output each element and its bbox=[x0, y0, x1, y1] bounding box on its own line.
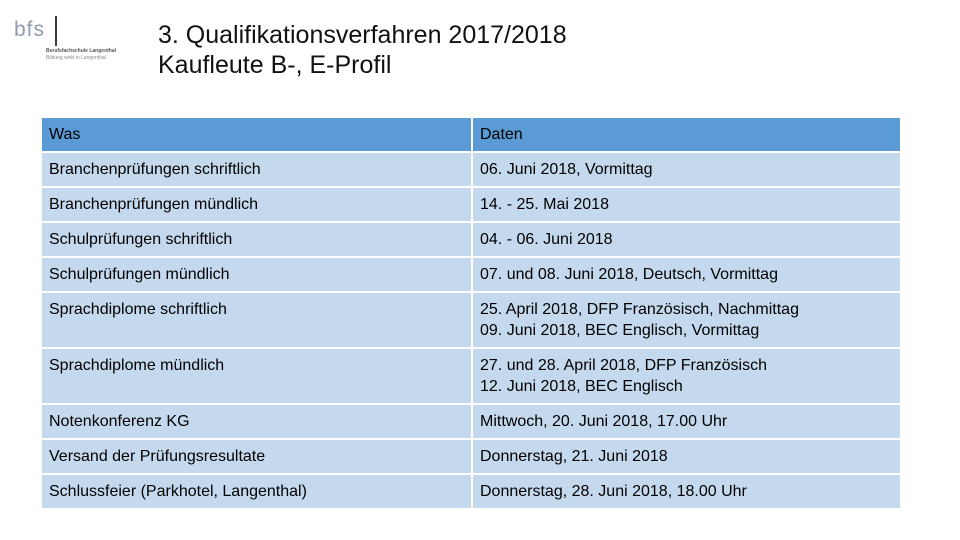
daten-line: Donnerstag, 21. Juni 2018 bbox=[480, 448, 668, 465]
cell-was: Schulprüfungen schriftlich bbox=[40, 221, 473, 258]
cell-daten: 27. und 28. April 2018, DFP Französisch 1… bbox=[471, 347, 902, 405]
table-row: Schulprüfungen mündlich 07. und 08. Juni … bbox=[40, 256, 902, 293]
cell-daten: 04. - 06. Juni 2018 bbox=[471, 221, 902, 258]
cell-was: Branchenprüfungen schriftlich bbox=[40, 151, 473, 188]
cell-daten: Donnerstag, 21. Juni 2018 bbox=[471, 438, 902, 475]
logo-subtitle-1: Berufsfachschule Langenthal bbox=[46, 48, 117, 54]
logo-divider bbox=[55, 16, 57, 46]
daten-line: 14. - 25. Mai 2018 bbox=[480, 196, 609, 213]
table-row: Schulprüfungen schriftlich 04. - 06. Juni… bbox=[40, 221, 902, 258]
cell-was: Sprachdiplome mündlich bbox=[40, 347, 473, 405]
table-header-row: Was Daten bbox=[40, 116, 902, 153]
table-row: Versand der Prüfungsresultate Donnerstag,… bbox=[40, 438, 902, 475]
daten-line: 12. Juni 2018, BEC Englisch bbox=[480, 378, 683, 395]
cell-daten: 07. und 08. Juni 2018, Deutsch, Vormitta… bbox=[471, 256, 902, 293]
logo-wordmark: bfs bbox=[14, 18, 46, 41]
daten-line: 09. Juni 2018, BEC Englisch, Vormittag bbox=[480, 322, 760, 339]
cell-daten: Donnerstag, 28. Juni 2018, 18.00 Uhr bbox=[471, 473, 902, 510]
table-row: Branchenprüfungen schriftlich 06. Juni 20… bbox=[40, 151, 902, 188]
cell-daten: Mittwoch, 20. Juni 2018, 17.00 Uhr bbox=[471, 403, 902, 440]
logo-subtitle-2: Bildung wirkt in Langenthal bbox=[46, 55, 106, 61]
cell-daten: 25. April 2018, DFP Französisch, Nachmit… bbox=[471, 291, 902, 349]
table-row: Sprachdiplome mündlich 27. und 28. April … bbox=[40, 347, 902, 405]
daten-line: 27. und 28. April 2018, DFP Französisch bbox=[480, 357, 767, 374]
daten-line: Mittwoch, 20. Juni 2018, 17.00 Uhr bbox=[480, 413, 728, 430]
header-daten: Daten bbox=[471, 116, 902, 153]
bfs-logo: bfs Berufsfachschule Langenthal Bildung … bbox=[14, 16, 124, 68]
schedule-table: Was Daten Branchenprüfungen schriftlich 0… bbox=[40, 116, 902, 510]
daten-line: 06. Juni 2018, Vormittag bbox=[480, 161, 653, 178]
daten-line: Donnerstag, 28. Juni 2018, 18.00 Uhr bbox=[480, 483, 747, 500]
cell-was: Schulprüfungen mündlich bbox=[40, 256, 473, 293]
daten-line: 04. - 06. Juni 2018 bbox=[480, 231, 613, 248]
daten-line: 25. April 2018, DFP Französisch, Nachmit… bbox=[480, 301, 799, 318]
table-row: Branchenprüfungen mündlich 14. - 25. Mai … bbox=[40, 186, 902, 223]
title-line-1: 3. Qualifikationsverfahren 2017/2018 bbox=[158, 21, 567, 49]
table-row: Notenkonferenz KG Mittwoch, 20. Juni 2018… bbox=[40, 403, 902, 440]
cell-daten: 06. Juni 2018, Vormittag bbox=[471, 151, 902, 188]
page-title: 3. Qualifikationsverfahren 2017/2018 Kau… bbox=[158, 20, 567, 80]
table-row: Schlussfeier (Parkhotel, Langenthal) Donn… bbox=[40, 473, 902, 510]
cell-was: Sprachdiplome schriftlich bbox=[40, 291, 473, 349]
cell-was: Branchenprüfungen mündlich bbox=[40, 186, 473, 223]
table-row: Sprachdiplome schriftlich 25. April 2018,… bbox=[40, 291, 902, 349]
header-was: Was bbox=[40, 116, 473, 153]
cell-was: Versand der Prüfungsresultate bbox=[40, 438, 473, 475]
title-line-2: Kaufleute B-, E-Profil bbox=[158, 51, 392, 79]
cell-was: Notenkonferenz KG bbox=[40, 403, 473, 440]
cell-was: Schlussfeier (Parkhotel, Langenthal) bbox=[40, 473, 473, 510]
daten-line: 07. und 08. Juni 2018, Deutsch, Vormitta… bbox=[480, 266, 778, 283]
cell-daten: 14. - 25. Mai 2018 bbox=[471, 186, 902, 223]
